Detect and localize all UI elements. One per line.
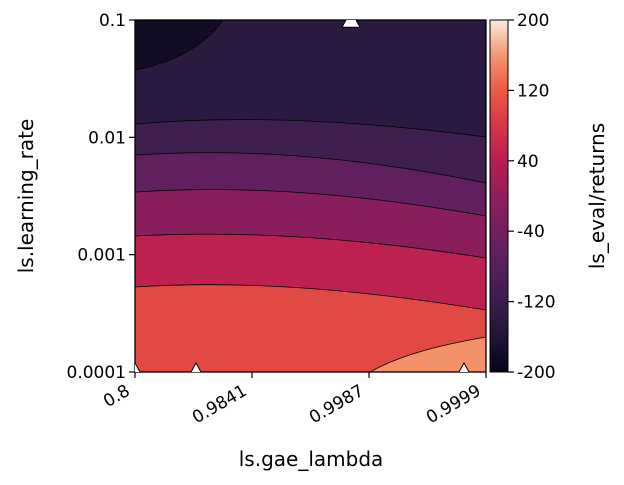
sample-point-marker [135, 361, 141, 372]
sample-markers [135, 20, 470, 372]
y-axis-label: ls.learning_rate [14, 119, 38, 274]
colorbar-tick-label: 120 [517, 81, 549, 101]
colorbar-tick-label: -120 [517, 293, 556, 313]
y-tick-label: 0.1 [99, 11, 126, 31]
x-tick-label: 0.8 [100, 381, 133, 412]
colorbar-tick-label: 200 [517, 11, 549, 31]
colorbar-axis: 200 120 40 -40 -120 -200 [508, 11, 556, 383]
colorbar-label: ls_eval/returns [585, 123, 609, 269]
y-tick-label: 0.0001 [67, 363, 126, 383]
plot-frame [134, 19, 487, 373]
y-tick-label: 0.01 [88, 128, 126, 148]
contour-bands [135, 20, 486, 372]
x-axis-label: ls.gae_lambda [239, 447, 384, 471]
sample-point-marker [341, 20, 361, 28]
x-tick-label: 0.9999 [423, 381, 485, 428]
colorbar-tick-label: -40 [517, 222, 545, 242]
sample-point-marker [458, 361, 470, 372]
band-level-0 [135, 20, 224, 71]
x-tick-label: 0.9841 [189, 381, 251, 428]
sample-point-marker [190, 361, 202, 372]
y-axis: 0.1 0.01 0.001 0.0001 [67, 11, 135, 383]
colorbar-tick-label: -200 [517, 363, 556, 383]
x-axis: 0.8 0.9841 0.9987 0.9999 [100, 372, 487, 428]
x-tick-label: 0.9987 [306, 381, 368, 428]
colorbar-tick-label: 40 [517, 152, 539, 172]
colorbar [489, 19, 509, 373]
y-tick-label: 0.001 [77, 246, 126, 266]
